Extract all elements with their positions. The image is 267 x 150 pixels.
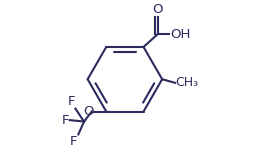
Text: F: F (62, 114, 69, 127)
Text: F: F (67, 95, 75, 108)
Text: CH₃: CH₃ (176, 76, 199, 89)
Text: OH: OH (170, 28, 190, 40)
Text: F: F (70, 135, 78, 148)
Text: O: O (153, 3, 163, 16)
Text: O: O (83, 105, 93, 118)
